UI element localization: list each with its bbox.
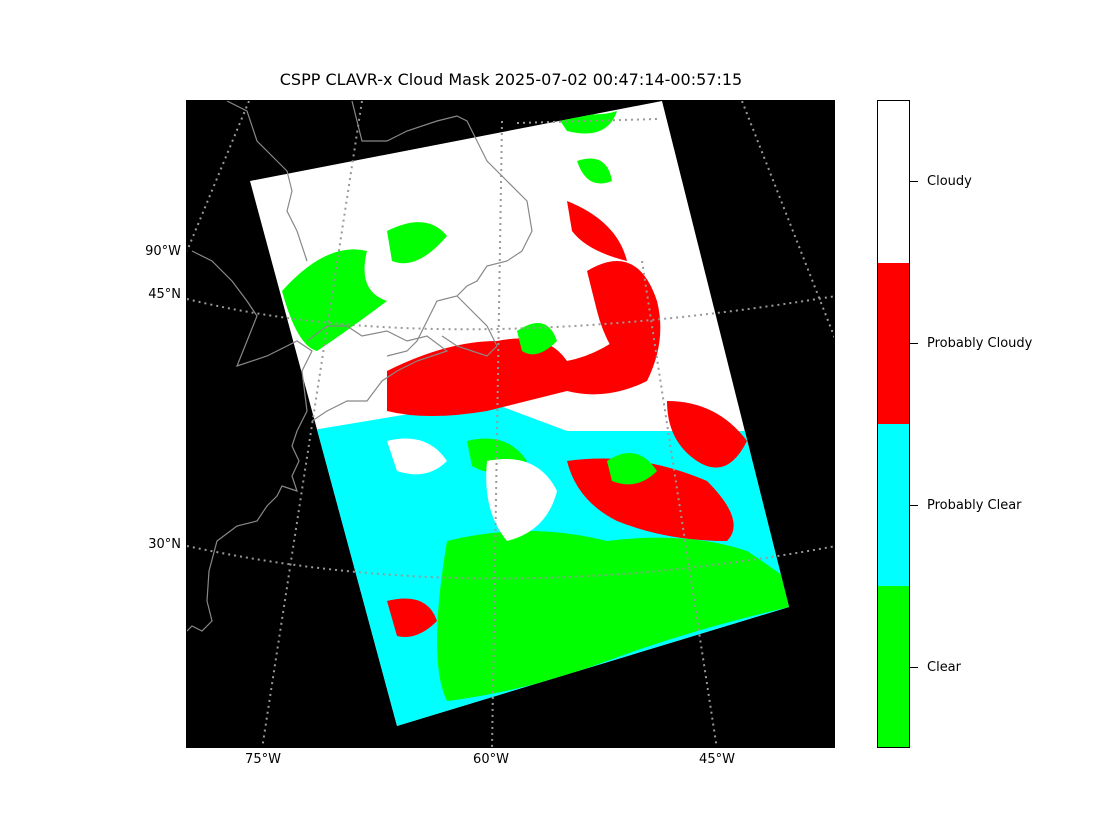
region-clear-center-3 — [607, 453, 657, 485]
coastline-labrador — [351, 101, 533, 357]
region-cloudy-south-2 — [387, 438, 447, 475]
coastline-maritimes — [306, 325, 449, 422]
meridian-30w — [741, 101, 834, 339]
region-cloudy-south — [486, 459, 557, 541]
swath-cloud-mask — [257, 101, 789, 726]
colorbar-swatch-probably-clear — [878, 424, 909, 586]
meridian-75w — [261, 101, 363, 747]
lat-label-90w: 90°W — [145, 244, 181, 259]
region-clear-center-2 — [517, 323, 557, 355]
lon-label-75w: 75°W — [245, 752, 281, 767]
region-probably-cloudy-central — [387, 301, 661, 416]
colorbar — [877, 100, 910, 748]
region-probably-cloudy-ne — [567, 201, 627, 261]
colorbar-swatch-clear — [878, 585, 909, 747]
coastlines — [187, 101, 533, 632]
coastline-us-east — [187, 250, 313, 632]
colorbar-swatch-cloudy — [878, 101, 909, 263]
map-title: CSPP CLAVR-x Cloud Mask 2025-07-02 00:47… — [279, 70, 743, 89]
region-clear-north — [282, 249, 387, 351]
lat-label-30n: 30°N — [148, 537, 181, 552]
lon-label-60w: 60°W — [473, 752, 509, 767]
meridian-45w — [641, 260, 718, 747]
lat-label-45n: 45°N — [148, 287, 181, 302]
colorbar-label-clear: Clear — [927, 660, 961, 675]
region-clear-ne-2 — [577, 158, 612, 184]
colorbar-tick — [910, 667, 918, 668]
meridian-90w — [187, 101, 250, 252]
colorbar-tick — [910, 343, 918, 344]
meridian-60w — [491, 120, 503, 747]
region-probably-cloudy-east — [587, 261, 660, 381]
colorbar-label-cloudy: Cloudy — [927, 174, 972, 189]
parallel-45n — [187, 295, 834, 331]
region-probably-cloudy-se — [567, 458, 734, 541]
region-clear-south — [437, 531, 789, 701]
region-probably-cloudy-east-2 — [667, 401, 747, 468]
coastline-newfoundland — [441, 295, 498, 357]
map-panel[interactable] — [186, 100, 835, 748]
region-probably-cloudy-sw — [387, 598, 437, 637]
coastline-hudson — [226, 101, 308, 262]
colorbar-tick — [910, 505, 918, 506]
colorbar-label-probably-clear: Probably Clear — [927, 498, 1022, 513]
lon-label-45w: 45°W — [699, 752, 735, 767]
colorbar-swatch-probably-cloudy — [878, 262, 909, 424]
colorbar-label-probably-cloudy: Probably Cloudy — [927, 336, 1033, 351]
region-clear-north-2 — [387, 222, 447, 264]
graticule — [187, 101, 834, 747]
map-canvas — [187, 101, 834, 747]
colorbar-tick — [910, 181, 918, 182]
